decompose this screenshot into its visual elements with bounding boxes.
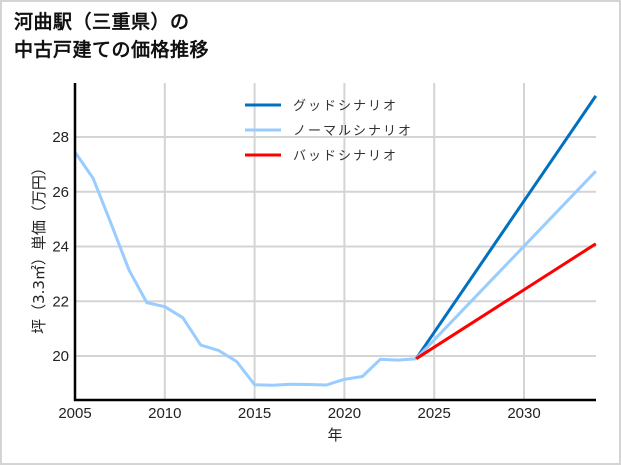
legend-label: バッドシナリオ [293,149,398,164]
axes [73,83,596,402]
x-tick-label: 2015 [238,405,271,422]
y-tick-label: 22 [52,293,69,310]
x-tick-label: 2025 [418,405,451,422]
x-tick-label: 2010 [148,405,181,422]
series-line [73,151,417,387]
y-tick-label: 20 [52,348,69,365]
x-tick-label: 2020 [328,405,361,422]
grid-lines [75,83,596,400]
title-line-2: 中古戸建ての価格推移 [14,39,210,61]
y-tick-label: 28 [52,129,69,146]
x-tick-label: 2030 [507,405,540,422]
legend-label: グッドシナリオ [293,99,398,114]
series-line [415,170,597,360]
series-line [414,95,598,360]
chart-title: 河曲駅（三重県）の 中古戸建ての価格推移 [14,8,209,64]
tick-labels: 2005 2010 2015 2020 2025 2030 20 22 24 26 28 [52,129,540,422]
y-tick-label: 24 [52,239,69,256]
y-tick-label: 26 [52,184,69,201]
x-axis-label: 年 [327,426,342,444]
series-lines [73,95,598,387]
y-axis-label: 坪（3.3㎡）単価（万円） [30,160,48,334]
legend-label: ノーマルシナリオ [293,124,413,139]
series-line [415,242,597,360]
title-line-1: 河曲駅（三重県）の [14,11,190,33]
x-tick-label: 2005 [58,405,91,422]
